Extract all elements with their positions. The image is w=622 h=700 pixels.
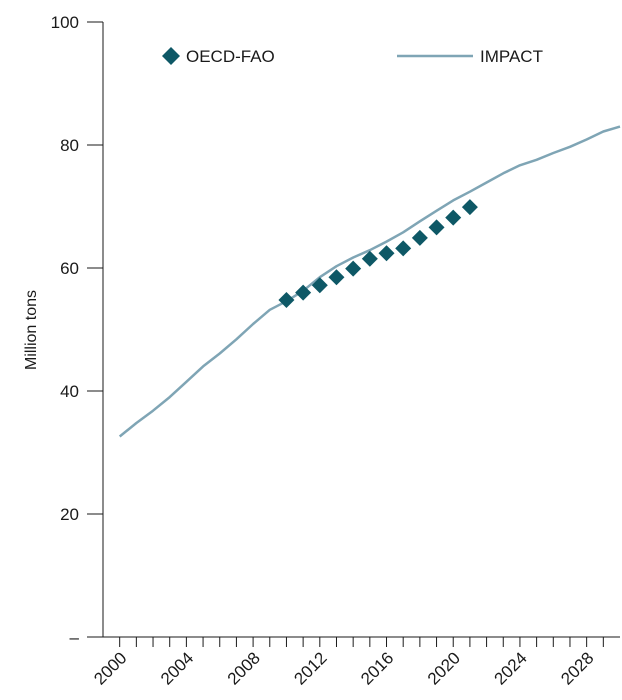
oecd-fao-data-point (311, 277, 328, 294)
oecd-fao-data-point (411, 229, 428, 246)
y-tick-label: 60 (60, 259, 79, 278)
oecd-fao-data-point (428, 219, 445, 236)
x-tick-label: 2028 (557, 648, 597, 688)
oecd-fao-data-point (378, 245, 395, 262)
x-tick-label: 2012 (290, 648, 330, 688)
legend-oecd-fao-marker (162, 47, 180, 65)
series-group (118, 125, 621, 438)
legend-oecd-fao-label: OECD-FAO (186, 47, 275, 66)
legend-impact-label: IMPACT (480, 47, 543, 66)
x-tick-label: 2024 (491, 648, 531, 688)
y-tick-label: 20 (60, 505, 79, 524)
y-axis-label: Million tons (23, 290, 40, 370)
oecd-fao-data-point (295, 284, 312, 301)
oecd-fao-data-point (345, 260, 362, 277)
y-tick-label: 100 (51, 13, 79, 32)
oecd-fao-data-point (328, 269, 345, 286)
y-tick-label: – (70, 628, 80, 647)
x-tick-label: 2000 (90, 648, 130, 688)
y-tick-label: 40 (60, 382, 79, 401)
x-tick-label: 2016 (357, 648, 397, 688)
x-tick-label: 2020 (424, 648, 464, 688)
x-tick-label: 2008 (224, 648, 264, 688)
oecd-fao-data-point (278, 291, 295, 308)
oecd-fao-data-point (361, 250, 378, 267)
legend: OECD-FAO IMPACT (162, 47, 543, 66)
axes-group: – 20 40 60 80 100 2000 2004 2008 2012 2016 2020 2024… (51, 13, 620, 689)
x-tick-label: 2004 (157, 648, 197, 688)
oecd-fao-data-point (461, 199, 478, 216)
impact-series-line (118, 125, 621, 438)
oecd-fao-data-point (445, 209, 462, 226)
y-tick-label: 80 (60, 136, 79, 155)
oecd-fao-data-point (395, 240, 412, 257)
